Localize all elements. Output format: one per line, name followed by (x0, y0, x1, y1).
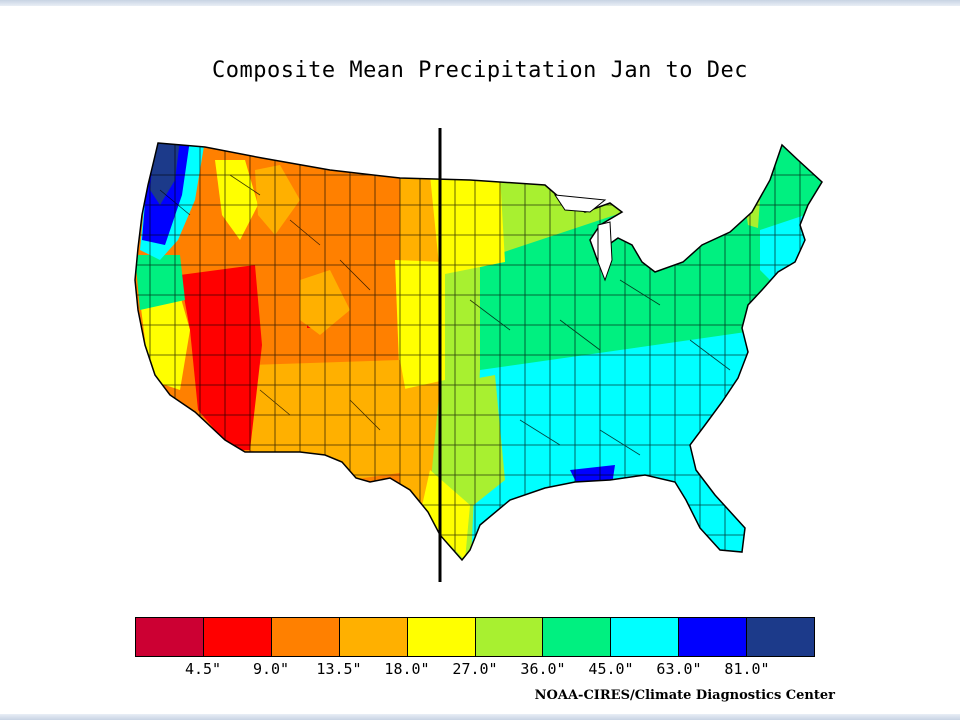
top-frame-border (0, 0, 960, 6)
color-scale-legend (135, 617, 815, 657)
lake-michigan (597, 221, 613, 282)
lake-superior (553, 194, 607, 213)
legend-label: 45.0" (588, 660, 634, 678)
legend-swatch (611, 618, 680, 656)
legend-swatch (339, 618, 408, 656)
legend-swatch (136, 618, 204, 656)
bottom-frame-border (0, 714, 960, 720)
legend-labels: 4.5" 9.0" 13.5" 18.0" 27.0" 36.0" 45.0" … (0, 660, 960, 680)
legend-swatch (407, 618, 476, 656)
legend-swatch (747, 618, 815, 656)
legend-swatch (203, 618, 272, 656)
map-title: Composite Mean Precipitation Jan to Dec (211, 58, 749, 83)
legend-label: 63.0" (656, 660, 702, 678)
legend-swatch (271, 618, 340, 656)
legend-swatch (475, 618, 544, 656)
legend-label: 81.0" (724, 660, 770, 678)
legend-label: 13.5" (316, 660, 362, 678)
legend-label: 36.0" (520, 660, 566, 678)
legend-swatch (679, 618, 748, 656)
source-credit: NOAA-CIRES/Climate Diagnostics Center (534, 688, 835, 703)
legend-label: 18.0" (384, 660, 430, 678)
legend-label: 4.5" (184, 660, 222, 678)
legend-label: 9.0" (252, 660, 290, 678)
legend-swatch (543, 618, 612, 656)
legend-label: 27.0" (452, 660, 498, 678)
